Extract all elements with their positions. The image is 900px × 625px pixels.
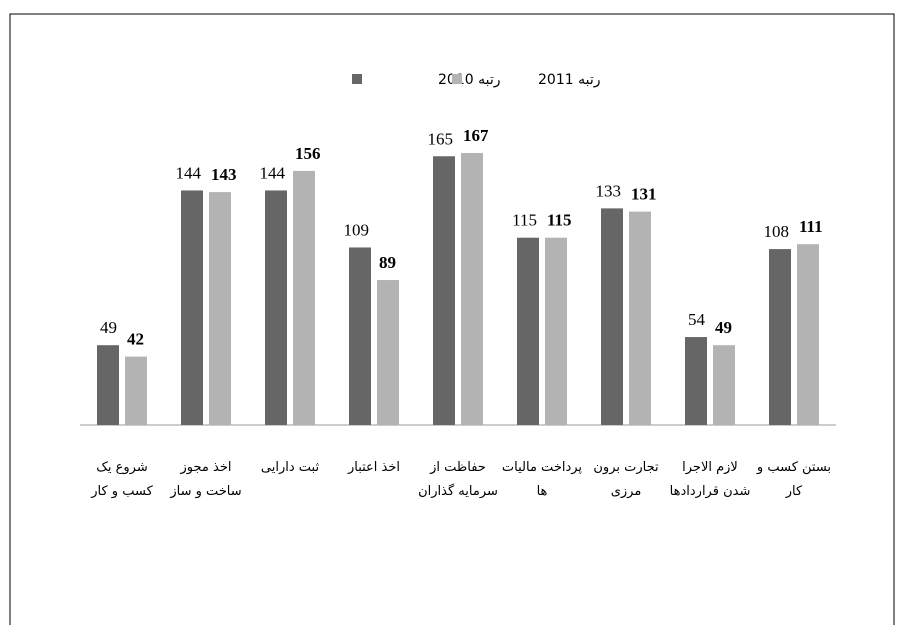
bar: [293, 171, 315, 425]
legend-label: رتبه 2011: [538, 72, 600, 88]
x-tick-label: لازم الاجرا شدن قراردادها: [668, 456, 752, 504]
x-tick-label: پرداخت مالیات ها: [500, 456, 584, 504]
bar: [461, 153, 483, 425]
page: 49 144 144 109 165 115 133 54 108 42 143 156 89 167 11…: [0, 0, 900, 625]
bar: [713, 345, 735, 425]
value-label: 156: [295, 144, 321, 163]
bar: [433, 156, 455, 425]
bar: [517, 238, 539, 425]
bar: [601, 208, 623, 425]
value-label: 111: [799, 217, 823, 236]
bar: [125, 357, 147, 425]
legend-swatch: [352, 74, 362, 84]
value-label: 167: [463, 126, 489, 145]
legend-swatch: [452, 74, 462, 84]
x-tick-label: ثبت دارایی: [248, 456, 332, 480]
value-label: 115: [547, 211, 572, 230]
value-label: 115: [512, 211, 537, 230]
bar: [629, 212, 651, 425]
bar: [181, 190, 203, 425]
chart: 49 144 144 109 165 115 133 54 108 42 143 156 89 167 11…: [0, 0, 900, 625]
x-tick-label: بستن کسب و کار: [752, 456, 836, 504]
value-label: 49: [100, 318, 117, 337]
bar: [349, 247, 371, 425]
value-label: 109: [344, 220, 370, 239]
value-label: 108: [764, 222, 790, 241]
bar: [797, 244, 819, 425]
x-tick-label: شروع یک کسب و کار: [80, 456, 164, 504]
value-label: 165: [428, 129, 454, 148]
x-tick-label: اخذ اعتبار: [332, 456, 416, 480]
bar: [685, 337, 707, 425]
x-tick-label: اخذ مجوز ساخت و ساز: [164, 456, 248, 504]
bar: [209, 192, 231, 425]
value-label: 143: [211, 165, 237, 184]
x-tick-label: حفاظت از سرمایه گذاران: [416, 456, 500, 504]
value-label: 49: [715, 318, 732, 337]
value-label: 54: [688, 310, 706, 329]
bar: [545, 238, 567, 425]
bar: [265, 190, 287, 425]
value-label: 144: [260, 163, 286, 182]
value-label: 144: [176, 163, 202, 182]
value-label: 133: [596, 181, 622, 200]
bar: [97, 345, 119, 425]
bar: [377, 280, 399, 425]
bar: [769, 249, 791, 425]
legend-label: رتبه 2010: [438, 72, 500, 88]
value-label: 89: [379, 253, 396, 272]
value-label: 131: [631, 185, 657, 204]
value-label: 42: [127, 330, 144, 349]
x-tick-label: تجارت برون مرزی: [584, 456, 668, 504]
